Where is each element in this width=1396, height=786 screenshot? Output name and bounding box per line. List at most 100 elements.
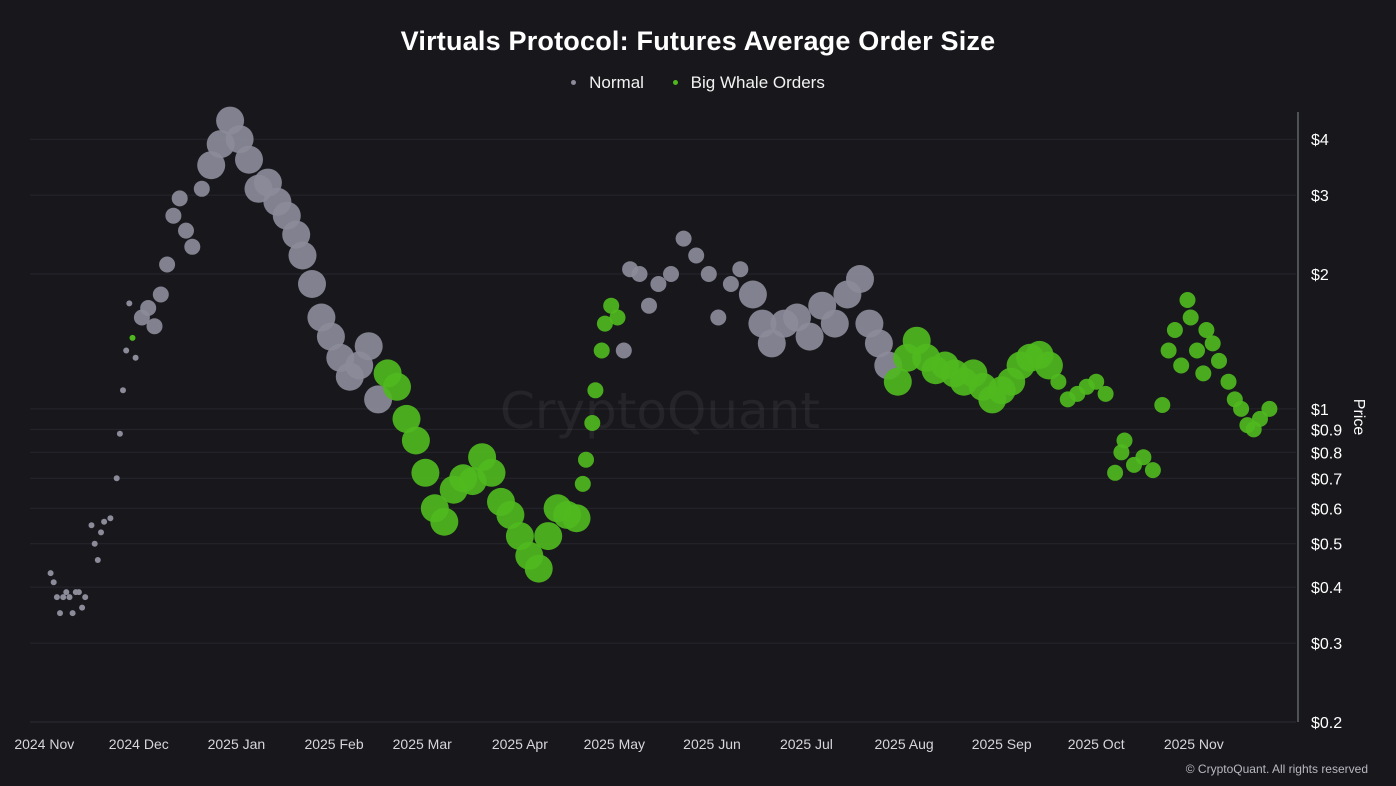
normal-point[interactable] — [197, 151, 226, 180]
big-whale-order-point[interactable] — [883, 367, 912, 396]
normal-point[interactable] — [60, 594, 67, 601]
big-whale-order-point[interactable] — [1050, 373, 1067, 390]
big-whale-order-point[interactable] — [562, 504, 591, 533]
normal-point[interactable] — [66, 594, 73, 601]
normal-point[interactable] — [50, 579, 57, 586]
big-whale-order-point[interactable] — [1204, 335, 1221, 352]
big-whale-order-point[interactable] — [1252, 410, 1268, 427]
normal-point[interactable] — [113, 475, 120, 482]
normal-point[interactable] — [354, 332, 383, 361]
normal-point[interactable] — [63, 589, 70, 596]
big-whale-order-point[interactable] — [1154, 397, 1171, 413]
normal-point[interactable] — [722, 276, 739, 292]
big-whale-order-point[interactable] — [411, 458, 440, 487]
normal-point[interactable] — [107, 515, 114, 522]
normal-point[interactable] — [132, 354, 139, 361]
normal-point[interactable] — [820, 309, 849, 338]
big-whale-order-point[interactable] — [1198, 322, 1215, 338]
normal-point[interactable] — [846, 265, 874, 293]
big-whale-order-point[interactable] — [401, 426, 430, 455]
big-whale-order-point[interactable] — [1261, 400, 1278, 417]
big-whale-order-point[interactable] — [430, 507, 459, 536]
big-whale-order-point[interactable] — [496, 500, 525, 529]
big-whale-order-point[interactable] — [392, 404, 421, 433]
big-whale-order-point[interactable] — [534, 522, 563, 551]
normal-point[interactable] — [146, 318, 163, 335]
normal-point[interactable] — [88, 522, 95, 529]
big-whale-order-point[interactable] — [383, 372, 411, 401]
normal-point[interactable] — [91, 540, 98, 547]
big-whale-order-point[interactable] — [1034, 351, 1063, 380]
big-whale-order-point[interactable] — [587, 382, 604, 399]
normal-point[interactable] — [631, 266, 648, 282]
big-whale-order-point[interactable] — [1211, 352, 1227, 369]
normal-point[interactable] — [688, 247, 705, 264]
big-whale-order-point[interactable] — [1182, 309, 1199, 326]
normal-point[interactable] — [663, 266, 679, 282]
normal-point[interactable] — [710, 309, 727, 326]
normal-point[interactable] — [700, 266, 717, 282]
normal-point[interactable] — [235, 145, 263, 174]
big-whale-order-point[interactable] — [1088, 373, 1105, 390]
big-whale-order-point[interactable] — [1195, 365, 1212, 382]
big-whale-order-point[interactable] — [524, 554, 553, 583]
big-whale-order-point[interactable] — [1144, 462, 1161, 479]
normal-point[interactable] — [140, 300, 157, 316]
normal-point[interactable] — [316, 322, 345, 351]
big-whale-order-point[interactable] — [596, 315, 613, 332]
normal-point[interactable] — [641, 297, 657, 314]
big-whale-order-point[interactable] — [1166, 322, 1183, 338]
big-whale-order-point[interactable] — [1107, 464, 1124, 481]
y-axis-ticks: $4 $3 $2 $1 $0.9 $0.8 $0.7 $0.6 $0.5 $0.4 $0.3 $0.2 — [1311, 132, 1342, 732]
normal-point[interactable] — [650, 276, 667, 292]
normal-point[interactable] — [738, 280, 767, 309]
big-whale-order-point[interactable] — [609, 309, 626, 326]
normal-point[interactable] — [116, 430, 123, 437]
normal-point[interactable] — [298, 270, 326, 298]
normal-point[interactable] — [171, 190, 188, 207]
normal-point[interactable] — [101, 518, 108, 525]
normal-point[interactable] — [123, 347, 130, 354]
big-whale-order-point[interactable] — [1097, 385, 1114, 402]
normal-point[interactable] — [53, 594, 60, 601]
normal-point[interactable] — [184, 238, 201, 255]
big-whale-order-point[interactable] — [593, 342, 610, 359]
normal-point[interactable] — [795, 322, 824, 351]
big-whale-order-point[interactable] — [1220, 373, 1237, 390]
normal-point[interactable] — [79, 604, 86, 611]
normal-point[interactable] — [57, 610, 63, 617]
big-whale-order-point[interactable] — [1116, 432, 1133, 449]
normal-point[interactable] — [82, 594, 89, 601]
normal-point[interactable] — [120, 387, 126, 394]
big-whale-order-point[interactable] — [477, 458, 506, 487]
big-whale-order-point[interactable] — [1135, 449, 1152, 466]
normal-point[interactable] — [615, 342, 632, 359]
normal-point[interactable] — [864, 329, 893, 358]
normal-point[interactable] — [288, 241, 317, 270]
big-whale-order-point[interactable] — [584, 415, 601, 431]
big-whale-order-point[interactable] — [603, 297, 620, 314]
normal-point[interactable] — [94, 557, 101, 563]
big-whale-order-point[interactable] — [578, 451, 594, 468]
normal-point[interactable] — [69, 610, 76, 617]
normal-point[interactable] — [675, 230, 692, 247]
big-whale-order-point[interactable] — [1233, 400, 1250, 417]
big-whale-order-point[interactable] — [1173, 357, 1190, 374]
normal-point[interactable] — [126, 300, 133, 307]
normal-point[interactable] — [47, 570, 54, 577]
normal-point[interactable] — [152, 286, 169, 303]
normal-point[interactable] — [732, 261, 749, 278]
big-whale-order-point[interactable] — [129, 334, 136, 341]
big-whale-order-point[interactable] — [1189, 342, 1205, 359]
normal-point[interactable] — [75, 589, 82, 596]
big-whale-order-point[interactable] — [1179, 292, 1196, 308]
big-whale-order-point[interactable] — [574, 475, 591, 492]
normal-point[interactable] — [98, 529, 104, 536]
legend-item-big-whale-orders[interactable]: Big Whale Orders — [672, 73, 825, 93]
normal-point[interactable] — [165, 207, 182, 224]
normal-point[interactable] — [159, 256, 176, 273]
normal-point[interactable] — [178, 222, 194, 239]
normal-point[interactable] — [193, 180, 210, 197]
legend-item-normal[interactable]: Normal — [571, 73, 644, 93]
big-whale-order-point[interactable] — [1160, 342, 1177, 359]
